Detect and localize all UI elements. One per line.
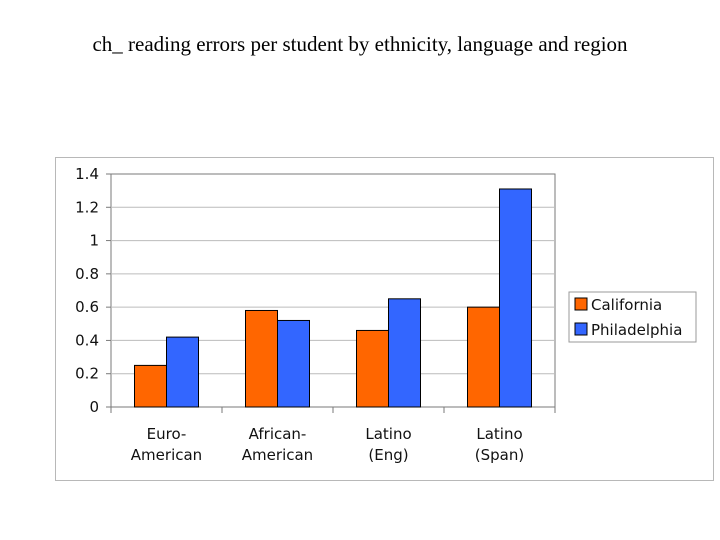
bar-california-2 — [356, 329, 389, 408]
y-tick-label: 0 — [89, 398, 99, 416]
x-category-label: Latino — [476, 425, 522, 443]
y-tick-label: 1.4 — [75, 165, 99, 183]
x-category-label: (Span) — [475, 446, 524, 464]
bar-california-0 — [134, 364, 167, 408]
legend-box — [568, 291, 697, 343]
legend-swatch-philadelphia — [574, 322, 588, 336]
bar-philadelphia-0 — [166, 336, 199, 408]
bar-philadelphia-3 — [499, 188, 532, 408]
y-tick-label: 1 — [89, 232, 99, 250]
bar-philadelphia-2 — [388, 298, 421, 408]
slide-title: ch_ reading errors per student by ethnic… — [92, 32, 628, 56]
y-tick-label: 0.8 — [75, 265, 99, 283]
legend-label: California — [591, 296, 662, 314]
x-category-label: (Eng) — [368, 446, 408, 464]
y-tick-label: 1.2 — [75, 198, 99, 216]
x-category-label: Euro- — [147, 425, 187, 443]
x-category-label: American — [242, 446, 313, 464]
legend-swatch-california — [574, 297, 588, 311]
bar-philadelphia-1 — [277, 319, 310, 408]
x-category-label: Latino — [365, 425, 411, 443]
y-tick-label: 0.4 — [75, 331, 99, 349]
bar-california-3 — [467, 306, 500, 408]
legend-label: Philadelphia — [591, 321, 682, 339]
bar-california-1 — [245, 309, 278, 408]
y-tick-label: 0.6 — [75, 298, 99, 316]
x-category-label: African- — [249, 425, 307, 443]
y-tick-label: 0.2 — [75, 365, 99, 383]
x-category-label: American — [131, 446, 202, 464]
